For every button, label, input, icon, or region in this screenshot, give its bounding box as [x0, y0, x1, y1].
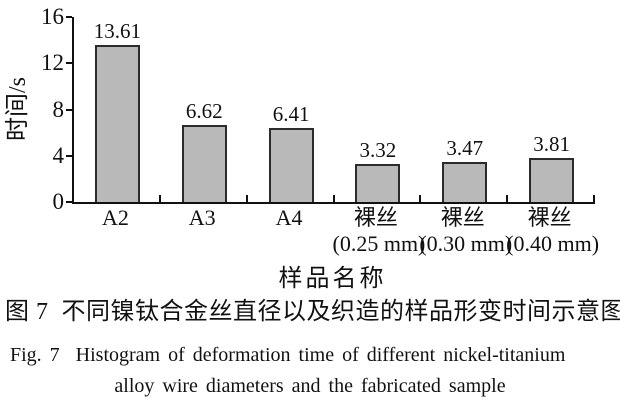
caption-english-line2: alloy wire diameters and the fabricated … — [114, 375, 506, 397]
y-tick-label: 12 — [41, 50, 64, 76]
y-tick-label: 0 — [52, 189, 65, 214]
y-axis-tick — [66, 108, 72, 111]
category-label-main: A3 — [188, 205, 216, 230]
x-category-labels: A2 A3 A4 裸丝 (0.25 mm) 裸丝 (0.30 mm) 裸丝 (0.40 mm) — [72, 205, 600, 261]
category-label-main: A2 — [101, 205, 129, 230]
bar-value-label: 3.32 — [359, 137, 397, 162]
x-axis-title: 样品名称 — [278, 266, 387, 292]
bar-A3 — [181, 125, 227, 202]
category-label-main: 裸丝 — [353, 205, 398, 230]
bar-裸丝 — [529, 157, 575, 202]
bar-A4 — [268, 127, 314, 202]
category-label: 裸丝 (0.40 mm) — [506, 205, 600, 257]
category-label-main: A4 — [275, 205, 303, 230]
caption-chinese: 图 7 不同镍钛合金丝直径以及织造的样品形变时间示意图 — [5, 299, 620, 325]
category-label: 裸丝 (0.25 mm) — [332, 205, 426, 257]
bar-value-label: 3.47 — [446, 135, 484, 160]
x-axis-tick — [593, 195, 595, 202]
category-label: 裸丝 (0.30 mm) — [419, 205, 513, 257]
category-label-main: 裸丝 — [440, 205, 485, 230]
category-label-sub: (0.30 mm) — [419, 231, 513, 256]
y-tick-label: 16 — [41, 4, 64, 29]
bar-裸丝 — [442, 161, 488, 202]
bar-value-label: 13.61 — [93, 18, 142, 43]
bar-chart: 时间/s 13.61 6.62 6.41 3.32 3.47 3.81 A2 A3 A4 裸丝(… — [5, 4, 600, 293]
x-axis-tick — [158, 195, 161, 202]
bar-A2 — [94, 44, 140, 202]
caption-english-line1: Fig. 7 Histogram of deformation time of … — [10, 344, 566, 366]
bar-裸丝 — [355, 163, 401, 202]
bar-value-label: 6.41 — [272, 101, 310, 126]
y-tick-label: 4 — [52, 142, 65, 168]
category-label: A2 — [72, 205, 159, 231]
category-label: A3 — [159, 205, 246, 231]
bar-value-label: 6.62 — [185, 99, 223, 124]
y-axis-tick — [66, 62, 72, 65]
category-label-sub: (0.25 mm) — [332, 231, 426, 256]
category-label-main: 裸丝 — [527, 205, 572, 230]
x-axis-tick — [332, 195, 335, 202]
category-label: A4 — [246, 205, 333, 231]
y-axis-tick — [66, 154, 72, 157]
x-axis-tick — [245, 195, 248, 202]
category-label-sub: (0.40 mm) — [506, 231, 600, 256]
y-axis-tick — [66, 16, 72, 18]
plot-area: 13.61 6.62 6.41 3.32 3.47 3.81 — [66, 16, 595, 204]
x-axis-tick — [506, 195, 509, 202]
bar-value-label: 3.81 — [533, 131, 570, 156]
x-axis-tick — [419, 195, 422, 202]
y-axis-tick — [66, 201, 72, 203]
y-tick-label: 8 — [52, 96, 65, 122]
